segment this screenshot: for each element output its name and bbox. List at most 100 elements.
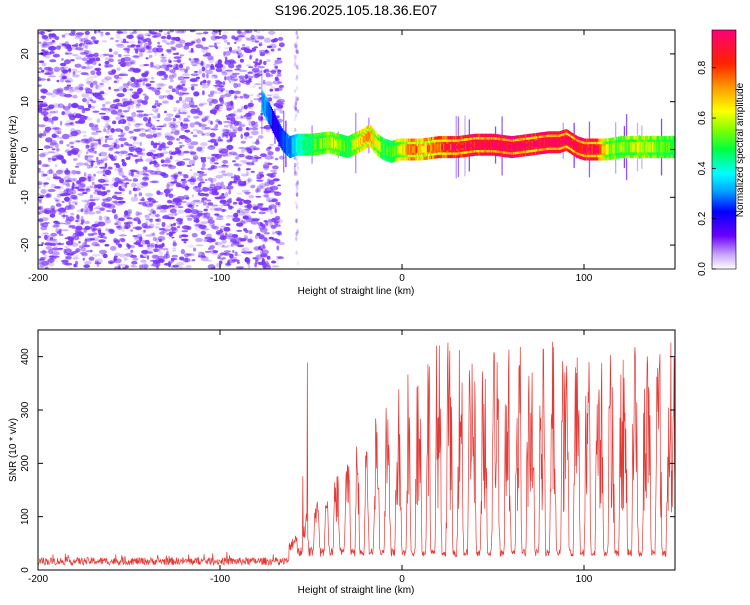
spectrogram-noise-dot (295, 218, 298, 223)
spectrogram-noise-dot (100, 192, 106, 195)
spectrogram-noise-dot (138, 264, 144, 269)
spectrogram-noise-dot (53, 222, 60, 226)
spectrogram-noise-dot (254, 121, 258, 124)
spectrogram-noise-dot (246, 75, 254, 79)
spectrogram-noise-dot (233, 90, 241, 95)
spectrogram-noise-dot (179, 146, 183, 149)
spectrogram-noise-dot (294, 95, 298, 101)
spectrogram-noise-dot (221, 239, 227, 244)
spectrogram-cell (508, 145, 511, 149)
spectrogram-noise-dot (160, 58, 168, 63)
spectrogram-noise-dot (153, 260, 160, 265)
spectrogram-noise-dot (295, 236, 298, 241)
spectrogram-noise-dot (199, 149, 205, 154)
spectrogram-noise-dot (152, 115, 159, 119)
spectrogram-cell (444, 145, 446, 149)
spectrogram-noise-dot (260, 187, 264, 189)
spectrogram-noise-dot (206, 199, 212, 202)
spectrogram-noise-dot (73, 104, 80, 107)
spectrogram-noise-dot (175, 100, 180, 104)
spectrogram-noise-dot (160, 78, 168, 81)
spectrogram-noise-dot (172, 52, 180, 55)
spectrogram-cell (469, 143, 471, 148)
spectrogram-cell (490, 143, 492, 147)
spectrogram-cell (340, 140, 342, 151)
spectrogram-noise-dot (207, 202, 214, 206)
spectrogram-noise-dot (209, 244, 216, 249)
spectrogram-noise-dot (270, 48, 274, 53)
spectrogram-noise-dot (95, 184, 103, 189)
spectrogram-noise-dot (152, 236, 158, 242)
spectrogram-noise-dot (51, 39, 56, 43)
spectrogram-noise-dot (171, 126, 177, 131)
spectrogram-noise-dot (233, 212, 239, 218)
spectrogram-noise-dot (70, 145, 74, 148)
spectrogram-noise-dot (143, 229, 146, 233)
spectrogram-noise-dot (265, 128, 271, 133)
spectrogram-cell (354, 140, 357, 147)
spectrogram-noise-dot (232, 201, 238, 205)
spectrogram-noise-dot (190, 73, 199, 77)
spectrogram-noise-dot (262, 79, 266, 85)
spectrogram-noise-dot (190, 108, 198, 114)
spectrogram-noise-dot (267, 151, 274, 156)
spectrogram-noise-dot (275, 215, 281, 220)
spectrogram-noise-dot (245, 168, 251, 171)
spectrogram-noise-dot (94, 124, 98, 127)
spectrogram-cell (383, 143, 385, 155)
spectrogram-noise-dot (41, 209, 46, 213)
spectrogram-noise-dot (168, 121, 177, 126)
spectrogram-noise-dot (172, 117, 177, 122)
spectrogram-noise-dot (240, 133, 243, 140)
spectrogram-noise-dot (113, 142, 117, 148)
spectrogram-noise-dot (148, 213, 152, 216)
spectrogram-noise-dot (66, 144, 70, 147)
spectrogram-noise-dot (96, 118, 101, 123)
spectrogram-noise-dot (110, 183, 114, 188)
spectrogram-noise-dot (72, 196, 78, 200)
spectrogram-cell (612, 143, 614, 154)
spectrogram-noise-dot (75, 170, 81, 175)
spectrogram-noise-dot (269, 44, 277, 49)
spectrogram-noise-dot (77, 153, 81, 158)
spectrogram-noise-dot (207, 177, 213, 182)
spectrogram-cell (325, 137, 327, 149)
spectrogram-noise-dot (240, 173, 249, 177)
spectrogram-cell (485, 143, 488, 147)
spectrogram-noise-dot (234, 48, 243, 51)
spectrogram-cell (281, 131, 283, 147)
spectrogram-cell (647, 141, 649, 153)
spectrogram-noise-dot (166, 34, 172, 40)
spectrogram-noise-dot (79, 48, 84, 52)
spectrogram-noise-dot (197, 115, 206, 117)
spectrogram-noise-dot (207, 186, 215, 191)
spectrogram-noise-dot (250, 130, 259, 136)
spectrogram-noise-dot (195, 44, 204, 49)
spectrogram-noise-dot (229, 181, 233, 185)
spectrogram-noise-dot (38, 235, 42, 239)
spectrogram-noise-dot (225, 215, 231, 219)
spectrogram-noise-dot (247, 127, 253, 130)
spectrogram-noise-dot (178, 117, 182, 121)
spectrogram-cell (283, 130, 286, 153)
spectrogram-cell (339, 139, 341, 151)
spectrogram-noise-dot (149, 218, 153, 223)
spectrogram-noise-dot (140, 185, 144, 188)
spectrogram-noise-dot (54, 142, 59, 149)
spectrogram-noise-dot (263, 37, 271, 43)
spectrogram-noise-dot (266, 178, 272, 182)
spectrogram-noise-dot (252, 206, 259, 211)
spectrogram-noise-dot (113, 51, 119, 56)
spectrogram-noise-dot (72, 71, 76, 75)
spectrogram-noise-dot (127, 45, 132, 48)
spectrogram-noise-dot (169, 233, 173, 237)
spectrogram-noise-dot (142, 82, 145, 86)
colorbar-gradient (711, 29, 737, 270)
spectrogram-noise-dot (49, 213, 56, 218)
spectrogram-cell (461, 144, 464, 149)
spectrogram-cell (527, 143, 529, 147)
spectrogram-noise-dot (89, 82, 94, 88)
spectrogram-noise-dot (82, 98, 87, 103)
spectrogram-noise-dot (38, 107, 45, 110)
